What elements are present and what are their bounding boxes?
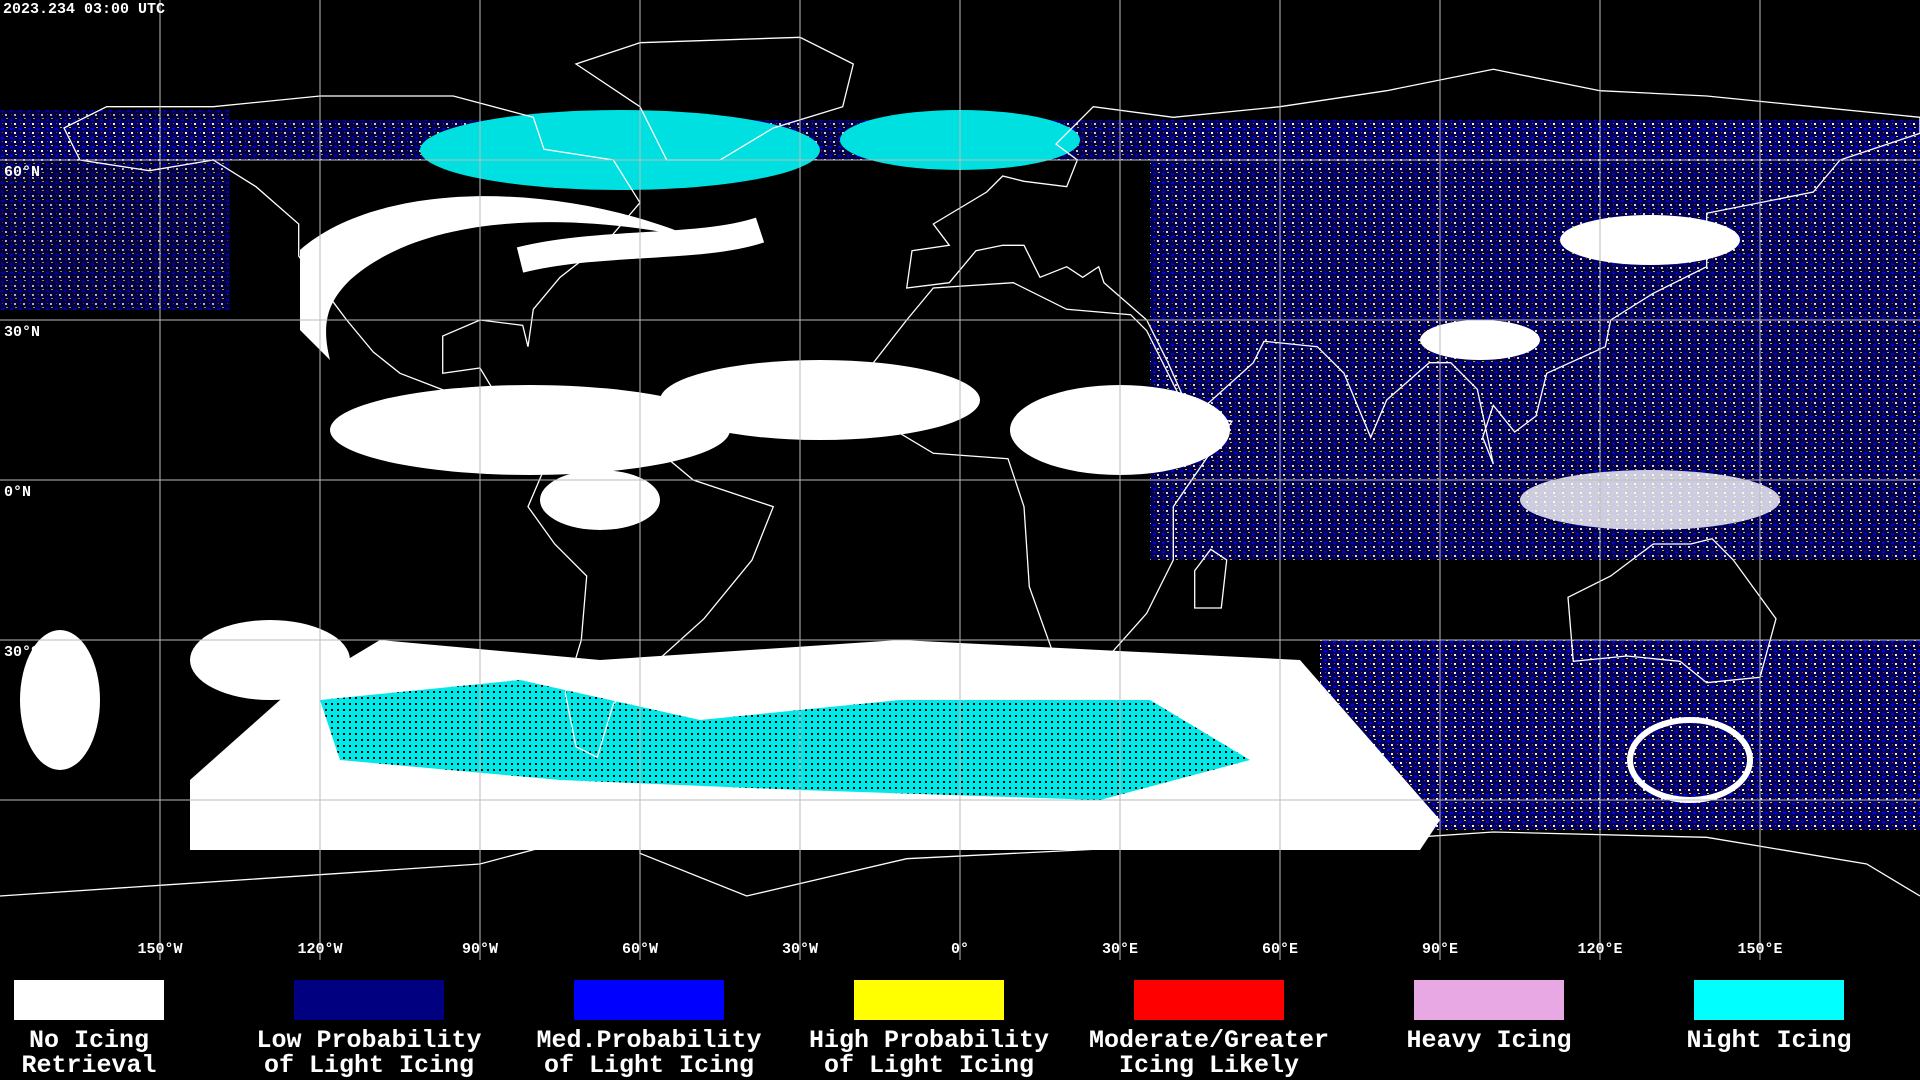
coastline: [63, 95, 641, 438]
latitude-label: 30°N: [4, 324, 40, 341]
legend-label: Med.Probability: [536, 1026, 761, 1055]
legend-swatch: [1134, 980, 1284, 1020]
longitude-label: 120°E: [1577, 941, 1622, 958]
legend-label: High Probability: [809, 1026, 1049, 1055]
legend-swatch: [574, 980, 724, 1020]
longitude-label: 30°E: [1102, 941, 1138, 958]
coastline: [868, 282, 1234, 662]
timestamp: 2023.234 03:00 UTC: [3, 1, 165, 18]
coastlines: [0, 36, 1920, 897]
legend-label: of Light Icing: [264, 1051, 474, 1080]
longitude-label: 60°E: [1262, 941, 1298, 958]
longitude-label: 0°: [951, 941, 969, 958]
legend-swatch: [294, 980, 444, 1020]
legend-label: of Light Icing: [544, 1051, 754, 1080]
coastline: [1194, 548, 1228, 609]
legend-swatch: [854, 980, 1004, 1020]
legend-label: Retrieval: [21, 1051, 156, 1080]
coastline: [905, 68, 1920, 465]
legend-label: Moderate/Greater: [1089, 1026, 1329, 1055]
longitude-label: 150°W: [137, 941, 182, 958]
legend-label: Icing Likely: [1119, 1051, 1299, 1080]
legend-label: of Light Icing: [824, 1051, 1034, 1080]
longitude-label: 90°E: [1422, 941, 1458, 958]
coastline: [1567, 537, 1777, 684]
coastline: [527, 415, 775, 759]
longitude-label: 90°W: [462, 941, 498, 958]
longitude-label: 120°W: [297, 941, 342, 958]
longitude-label: 150°E: [1737, 941, 1782, 958]
legend-swatch: [1414, 980, 1564, 1020]
latitude-label: 60°N: [4, 164, 40, 181]
legend-label: Low Probability: [256, 1026, 481, 1055]
legend-label: No Icing: [29, 1026, 149, 1055]
longitude-label: 30°W: [782, 941, 818, 958]
longitude-label: 60°W: [622, 941, 658, 958]
legend-label: Heavy Icing: [1406, 1026, 1571, 1055]
graticule: [0, 0, 1920, 960]
coastline: [574, 36, 855, 161]
latitude-label: 0°N: [4, 484, 31, 501]
legend-label: Night Icing: [1686, 1026, 1851, 1055]
coastline: [0, 820, 1920, 897]
legend-swatch: [14, 980, 164, 1020]
legend-swatch: [1694, 980, 1844, 1020]
latitude-label: 30°S: [4, 644, 40, 661]
